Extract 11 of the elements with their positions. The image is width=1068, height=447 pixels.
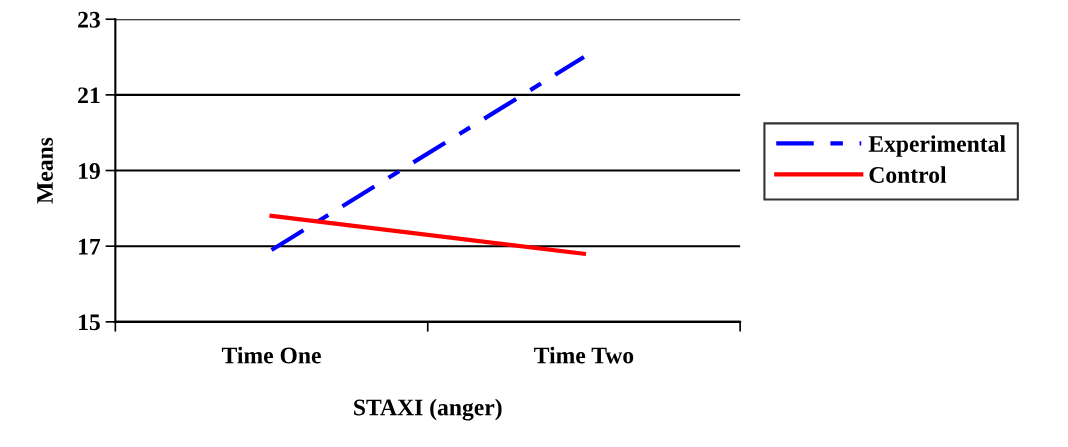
x-axis-title: STAXI (anger): [354, 398, 502, 421]
y-tick-label: 23: [78, 11, 100, 28]
y-tick-label: 19: [79, 163, 100, 179]
x-tick-label: Time One: [221, 346, 321, 364]
x-tick-label: Time Two: [534, 346, 634, 364]
legend-label: Experimental: [868, 135, 1006, 157]
y-axis-title: Means: [37, 137, 53, 204]
legend-label: Control: [869, 166, 947, 183]
y-tick-label: 15: [79, 314, 100, 331]
y-tick-label: 21: [78, 87, 100, 104]
y-tick-label: 17: [79, 238, 101, 255]
